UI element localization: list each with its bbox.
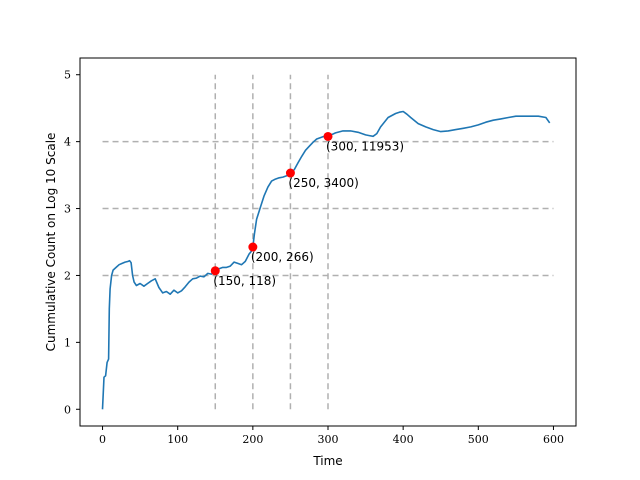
- y-tick-label-1: 1: [64, 336, 71, 349]
- series-line: [101, 110, 551, 410]
- y-tick-label-0: 0: [64, 403, 71, 416]
- point-label-3: (300, 11953): [326, 139, 404, 153]
- point-marker-0: [210, 266, 220, 276]
- guide-lines: [102, 74, 554, 410]
- point-label-1: (200, 266): [251, 250, 314, 264]
- y-axis-label: Cummulative Count on Log 10 Scale: [44, 133, 58, 352]
- x-tick-label-2: 200: [242, 433, 263, 446]
- x-tick-label-3: 300: [318, 433, 339, 446]
- series-layer: [101, 110, 551, 410]
- point-label-2: (250, 3400): [288, 176, 358, 190]
- x-tick-label-1: 100: [167, 433, 188, 446]
- y-axis: 0 1 2 3 4 5: [64, 69, 80, 416]
- point-annotations: (150, 118) (200, 266) (250, 3400) (300, 119…: [213, 139, 404, 287]
- point-marker-2: [285, 168, 295, 178]
- y-tick-label-3: 3: [64, 203, 71, 216]
- plot-frame: [79, 57, 577, 427]
- point-marker-1: [248, 242, 258, 252]
- x-tick-label-0: 0: [99, 433, 106, 446]
- x-axis: 0 100 200 300 400 500 600: [99, 426, 564, 446]
- highlight-points: [210, 131, 333, 276]
- x-tick-label-5: 500: [468, 433, 489, 446]
- x-tick-label-6: 600: [543, 433, 564, 446]
- x-axis-label: Time: [312, 454, 342, 468]
- x-tick-label-4: 400: [393, 433, 414, 446]
- y-tick-label-2: 2: [64, 269, 71, 282]
- y-tick-label-5: 5: [64, 69, 71, 82]
- point-marker-3: [323, 131, 333, 141]
- point-label-0: (150, 118): [213, 274, 276, 288]
- y-tick-label-4: 4: [64, 136, 71, 149]
